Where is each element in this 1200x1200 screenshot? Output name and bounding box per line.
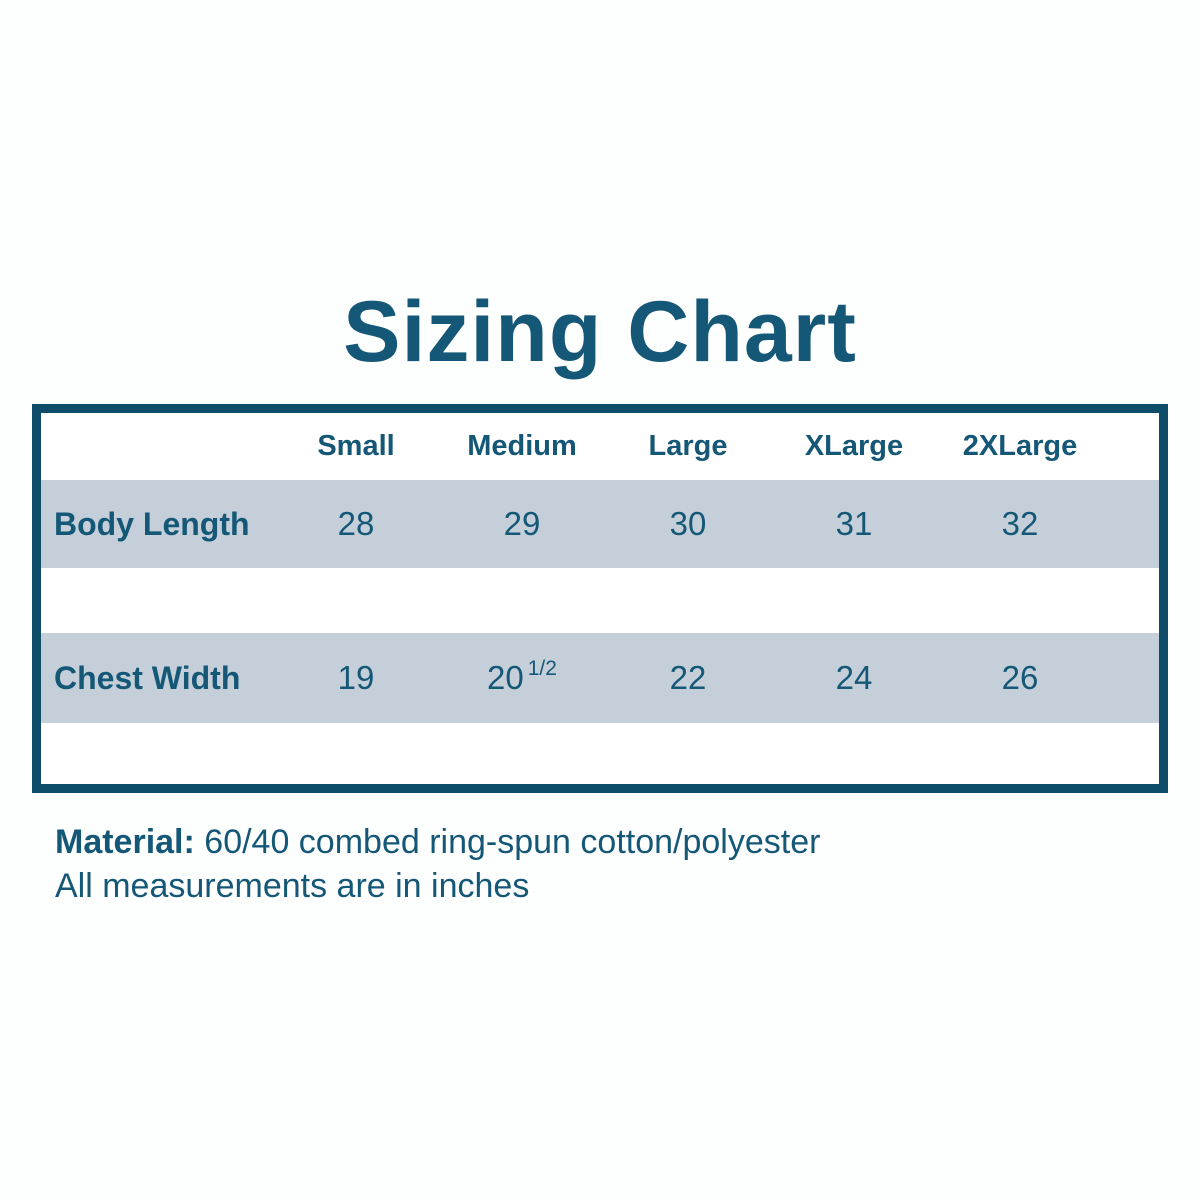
size-value-cell: 28 <box>337 505 375 542</box>
material-value: 60/40 combed ring-spun cotton/polyester <box>204 823 821 861</box>
column-header-medium: Medium <box>467 430 577 462</box>
measurements-note: All measurements are in inches <box>55 867 530 905</box>
size-value-cell: 24 <box>835 659 873 696</box>
material-label: Material: <box>55 823 195 861</box>
column-header-2xlarge: 2XLarge <box>962 430 1078 462</box>
row-label: Chest Width <box>54 659 241 696</box>
column-header-large: Large <box>648 430 728 462</box>
size-value-cell: 30 <box>669 505 707 542</box>
size-value-cell: 20 1/2 <box>487 657 557 696</box>
row-label: Body Length <box>54 505 250 542</box>
fraction-superscript: 1/2 <box>527 657 557 680</box>
column-header-xlarge: XLarge <box>804 430 904 462</box>
footer-notes: Material: 60/40 combed ring-spun cotton/… <box>55 820 820 908</box>
size-table: Small Medium Large XLarge 2XLarge Body Lengt… <box>32 404 1168 793</box>
page-title: Sizing Chart <box>343 284 857 380</box>
size-value-cell: 31 <box>835 505 873 542</box>
table-row-body-length: Body Length 28 29 30 31 32 <box>41 480 1159 568</box>
table-header-row: Small Medium Large XLarge 2XLarge <box>41 413 1159 480</box>
size-value-cell: 19 <box>337 659 375 696</box>
table-row-chest-width: Chest Width 19 20 1/2 22 24 26 <box>41 633 1159 723</box>
size-value-cell: 26 <box>1001 659 1039 696</box>
size-value-cell: 22 <box>669 659 707 696</box>
size-value-cell: 29 <box>503 505 541 542</box>
column-header-small: Small <box>317 430 395 462</box>
size-value-cell: 32 <box>1001 505 1039 542</box>
material-line: Material: 60/40 combed ring-spun cotton/… <box>55 820 820 864</box>
